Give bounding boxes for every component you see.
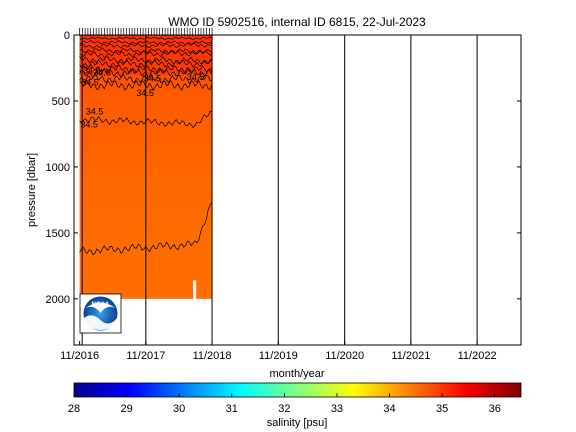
contour-line: [79, 79, 213, 92]
contour-line: [79, 47, 213, 55]
y-axis-label: pressure [dbar]: [26, 153, 38, 227]
contour-label: 34.5: [136, 88, 154, 98]
y-axis: 0 500 1000 1500 2000: [46, 30, 521, 306]
contour-label: 34.5: [86, 107, 104, 117]
colorbar-label: salinity [psu]: [267, 417, 328, 429]
contour-labels: 34.634.634.5 34.5 34.534.534.534.5: [80, 66, 204, 130]
colorbar-tick-label: 35: [436, 403, 448, 415]
colorbar-tick-label: 31: [226, 403, 238, 415]
noaa-logo: NOAA: [79, 293, 122, 334]
contour-line: [79, 110, 213, 129]
contour-line: [79, 201, 213, 256]
contour-lines: [79, 36, 213, 256]
colorbar-tick-label: 36: [489, 403, 501, 415]
x-tick-label: 11/2022: [458, 350, 497, 362]
x-tick-label: 11/2016: [60, 350, 99, 362]
contour-line: [79, 59, 213, 69]
y-tick-label: 1500: [46, 228, 70, 240]
y-tick-label: 2000: [46, 294, 70, 306]
plot-area: 34.634.634.5 34.5 34.534.534.534.5: [73, 28, 522, 346]
contour-line: [79, 66, 213, 79]
logo-text: NOAA: [92, 302, 110, 308]
colorbar-tick-label: 33: [331, 403, 343, 415]
contour-line: [79, 42, 213, 49]
contour-line: [79, 49, 213, 58]
contour-label: 34.5: [144, 74, 162, 84]
y-tick-label: 0: [64, 30, 70, 42]
colorbar: 28 29 30 31 32 33 34 35 36: [68, 382, 522, 415]
year-lines: [79, 28, 478, 345]
x-tick-label: 11/2017: [126, 350, 165, 362]
colorbar-gradient: [74, 383, 521, 397]
chart-title: WMO ID 5902516, internal ID 6815, 22-Jul…: [168, 15, 426, 29]
contour-label: 34.6: [83, 66, 101, 76]
colorbar-tick-label: 30: [173, 403, 185, 415]
contour-line: [79, 36, 213, 40]
x-axis: 11/2016 11/2017 11/2018 11/2019 11/2020 11/20…: [60, 341, 497, 362]
y-tick-label: 1000: [46, 162, 70, 174]
contour-label: 34.5: [187, 72, 205, 82]
contour-label: 34.6: [93, 68, 111, 78]
colorbar-frame: [73, 382, 522, 398]
contour-line: [79, 55, 213, 65]
colorbar-tick-label: 28: [68, 403, 80, 415]
colorbar-tick-label: 34: [383, 403, 395, 415]
logo-wave-icon: [84, 315, 117, 330]
contour-line: [79, 73, 213, 85]
colorbar-tick-label: 29: [120, 403, 132, 415]
contour-label: 34.5: [81, 77, 99, 87]
y-tick-label: 500: [52, 96, 70, 108]
x-tick-label: 11/2019: [259, 350, 298, 362]
colorbar-tick-label: 32: [278, 403, 290, 415]
data-gap: [193, 280, 197, 299]
x-tick-label: 11/2018: [193, 350, 232, 362]
contour-line: [79, 40, 213, 45]
x-tick-label: 11/2021: [391, 350, 430, 362]
x-tick-label: 11/2020: [325, 350, 364, 362]
contour-label: 34.5: [80, 120, 98, 130]
colorbar-ticks: 28 29 30 31 32 33 34 35 36: [68, 393, 501, 415]
logo-gull-icon: [84, 302, 117, 313]
x-axis-label: month/year: [269, 368, 324, 380]
plot-frame: [73, 34, 522, 346]
